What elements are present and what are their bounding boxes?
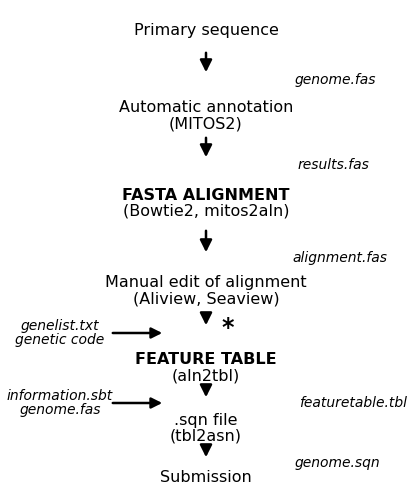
Text: genome.fas: genome.fas bbox=[294, 73, 376, 87]
Text: featuretable.tbl: featuretable.tbl bbox=[299, 396, 407, 410]
Text: (MITOS2): (MITOS2) bbox=[169, 116, 243, 132]
Text: Primary sequence: Primary sequence bbox=[133, 22, 279, 38]
Text: (tbl2asn): (tbl2asn) bbox=[170, 428, 242, 444]
Text: Automatic annotation: Automatic annotation bbox=[119, 100, 293, 116]
Text: genetic code: genetic code bbox=[15, 333, 105, 347]
Text: Manual edit of alignment: Manual edit of alignment bbox=[105, 276, 307, 290]
Text: genome.sqn: genome.sqn bbox=[294, 456, 380, 470]
Text: (aln2tbl): (aln2tbl) bbox=[172, 368, 240, 384]
Text: (Bowtie2, mitos2aln): (Bowtie2, mitos2aln) bbox=[123, 204, 289, 218]
Text: (Aliview, Seaview): (Aliview, Seaview) bbox=[133, 292, 279, 306]
Text: FEATURE TABLE: FEATURE TABLE bbox=[135, 352, 277, 368]
Text: alignment.fas: alignment.fas bbox=[293, 251, 388, 265]
Text: .sqn file: .sqn file bbox=[174, 412, 238, 428]
Text: *: * bbox=[222, 316, 234, 340]
Text: Submission: Submission bbox=[160, 470, 252, 486]
Text: FASTA ALIGNMENT: FASTA ALIGNMENT bbox=[122, 188, 290, 202]
Text: information.sbt: information.sbt bbox=[7, 389, 113, 403]
Text: genelist.txt: genelist.txt bbox=[21, 319, 99, 333]
Text: genome.fas: genome.fas bbox=[19, 403, 101, 417]
Text: results.fas: results.fas bbox=[297, 158, 369, 172]
